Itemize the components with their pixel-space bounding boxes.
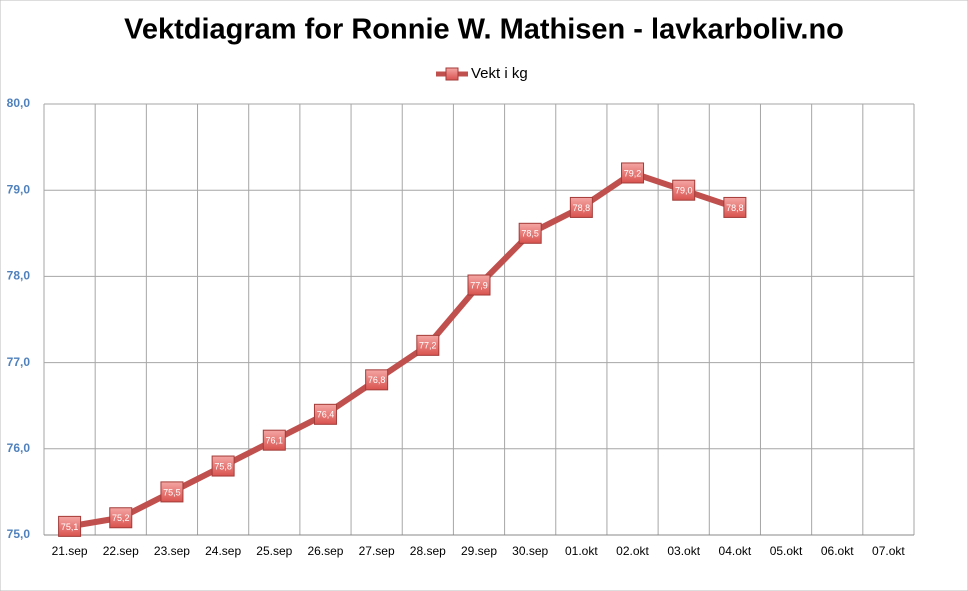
x-tick-label: 04.okt	[719, 544, 752, 558]
legend-marker	[445, 67, 459, 81]
x-tick-label: 03.okt	[667, 544, 700, 558]
data-label: 78,8	[573, 203, 591, 213]
x-tick-label: 24.sep	[205, 544, 241, 558]
data-label: 75,1	[61, 522, 79, 532]
marker	[313, 403, 337, 425]
marker	[467, 274, 491, 296]
x-tick-label: 21.sep	[52, 544, 88, 558]
marker	[621, 162, 645, 184]
marker	[672, 179, 696, 201]
x-tick-label: 05.okt	[770, 544, 803, 558]
x-tick-label: 25.sep	[256, 544, 292, 558]
data-label: 75,5	[163, 487, 181, 497]
marker	[211, 455, 235, 477]
marker	[365, 369, 389, 391]
marker	[518, 222, 542, 244]
data-label: 79,0	[675, 186, 693, 196]
x-tick-label: 07.okt	[872, 544, 905, 558]
marker	[58, 515, 82, 537]
data-label: 78,5	[521, 229, 539, 239]
data-label: 79,2	[624, 168, 642, 178]
x-tick-label: 27.sep	[359, 544, 395, 558]
data-label: 77,2	[419, 341, 437, 351]
marker	[723, 196, 747, 218]
x-tick-label: 29.sep	[461, 544, 497, 558]
data-label: 76,4	[317, 410, 335, 420]
data-label: 75,8	[214, 461, 232, 471]
y-tick-label: 80,0	[7, 96, 31, 110]
y-tick-label: 78,0	[7, 269, 31, 283]
x-tick-label: 28.sep	[410, 544, 446, 558]
data-label: 76,8	[368, 375, 386, 385]
x-tick-label: 26.sep	[307, 544, 343, 558]
marker	[416, 334, 440, 356]
chart-title: Vektdiagram for Ronnie W. Mathisen - lav…	[124, 14, 844, 46]
y-tick-label: 76,0	[7, 441, 31, 455]
x-tick-label: 22.sep	[103, 544, 139, 558]
x-tick-label: 30.sep	[512, 544, 548, 558]
y-tick-label: 77,0	[7, 355, 31, 369]
x-tick-label: 23.sep	[154, 544, 190, 558]
x-tick-label: 01.okt	[565, 544, 598, 558]
data-label: 77,9	[470, 280, 488, 290]
y-tick-label: 79,0	[7, 182, 31, 196]
marker	[109, 507, 133, 529]
data-label: 76,1	[266, 436, 284, 446]
marker	[160, 481, 184, 503]
data-label: 78,8	[726, 203, 744, 213]
data-label: 75,2	[112, 513, 130, 523]
y-tick-label: 75,0	[7, 527, 31, 541]
x-tick-label: 06.okt	[821, 544, 854, 558]
legend-label: Vekt i kg	[471, 65, 528, 82]
marker	[569, 196, 593, 218]
x-tick-label: 02.okt	[616, 544, 649, 558]
marker	[262, 429, 286, 451]
